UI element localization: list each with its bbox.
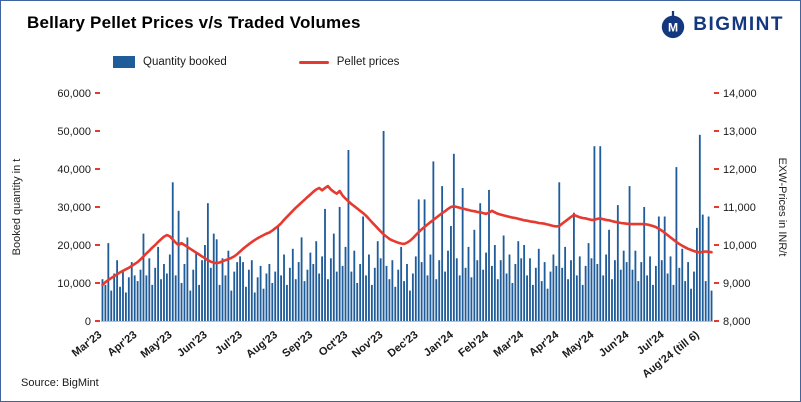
- bigmint-logo: M BIGMINT: [659, 11, 784, 39]
- svg-text:Apr'24: Apr'24: [527, 328, 562, 359]
- brand-wordmark: BIGMINT: [693, 14, 784, 35]
- svg-text:8,000: 8,000: [723, 316, 751, 328]
- source-note: Source: BigMint: [21, 377, 99, 389]
- svg-text:20,000: 20,000: [57, 240, 91, 252]
- page-title: Bellary Pellet Prices v/s Traded Volumes: [27, 13, 361, 32]
- svg-text:Mar'23: Mar'23: [70, 329, 105, 360]
- svg-text:0: 0: [85, 316, 91, 328]
- svg-text:Oct'23: Oct'23: [317, 329, 351, 359]
- svg-text:Mar'24: Mar'24: [491, 328, 526, 359]
- svg-text:50,000: 50,000: [57, 126, 91, 138]
- svg-text:Apr'23: Apr'23: [105, 329, 139, 359]
- svg-text:Aug'23: Aug'23: [244, 329, 280, 361]
- svg-text:13,000: 13,000: [723, 126, 757, 138]
- legend: Quantity booked Pellet prices: [113, 56, 399, 68]
- legend-quantity-label: Quantity booked: [143, 56, 227, 68]
- price-line-series: [101, 184, 713, 287]
- svg-text:Feb'24: Feb'24: [456, 328, 491, 359]
- legend-price-label: Pellet prices: [336, 56, 400, 68]
- svg-text:Sep'23: Sep'23: [280, 329, 315, 360]
- svg-text:Jan'24: Jan'24: [422, 328, 457, 359]
- svg-text:Nov'23: Nov'23: [350, 329, 385, 360]
- x-axis-labels: Mar'23 Apr'23 May'23 Jun'23 Jul'23 Aug'23 Sep'…: [70, 328, 702, 380]
- svg-text:14,000: 14,000: [723, 88, 757, 100]
- svg-text:May'23: May'23: [139, 329, 175, 361]
- legend-item-price: Pellet prices: [298, 56, 400, 68]
- svg-text:10,000: 10,000: [57, 278, 91, 290]
- svg-text:Jun'24: Jun'24: [597, 328, 632, 359]
- svg-text:30,000: 30,000: [57, 202, 91, 214]
- svg-text:May'24: May'24: [560, 328, 597, 360]
- svg-text:Dec'23: Dec'23: [386, 329, 421, 360]
- svg-text:Jul'23: Jul'23: [213, 329, 245, 357]
- right-axis-ticks: 8,000 9,000 10,000 11,000 12,000 13,000 14,000: [714, 88, 757, 328]
- svg-text:11,000: 11,000: [723, 202, 756, 214]
- svg-text:9,000: 9,000: [723, 278, 751, 290]
- svg-text:10,000: 10,000: [723, 240, 757, 252]
- legend-line-swatch: [298, 60, 329, 64]
- svg-text:M: M: [668, 20, 678, 34]
- svg-text:60,000: 60,000: [57, 88, 91, 100]
- legend-item-quantity: Quantity booked: [113, 56, 227, 68]
- quantity-bars-series: [101, 131, 713, 321]
- svg-text:Jun'23: Jun'23: [175, 329, 210, 360]
- svg-text:12,000: 12,000: [723, 164, 757, 176]
- legend-bar-swatch: [113, 56, 135, 68]
- svg-text:40,000: 40,000: [57, 164, 91, 176]
- bigmint-icon: M: [662, 11, 685, 39]
- left-axis-ticks: 0 10,000 20,000 30,000 40,000 50,000 60,000: [57, 88, 100, 328]
